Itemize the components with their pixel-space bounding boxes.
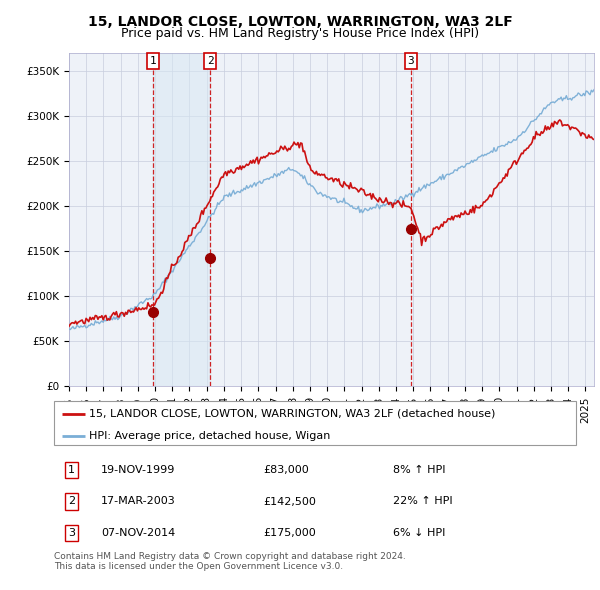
FancyBboxPatch shape (54, 401, 576, 445)
Text: 2: 2 (68, 497, 75, 506)
Text: 3: 3 (68, 528, 75, 538)
Bar (153, 53, 211, 386)
Text: 22% ↑ HPI: 22% ↑ HPI (394, 497, 453, 506)
Text: 17-MAR-2003: 17-MAR-2003 (101, 497, 176, 506)
Text: Price paid vs. HM Land Registry's House Price Index (HPI): Price paid vs. HM Land Registry's House … (121, 27, 479, 40)
Text: 15, LANDOR CLOSE, LOWTON, WARRINGTON, WA3 2LF: 15, LANDOR CLOSE, LOWTON, WARRINGTON, WA… (88, 15, 512, 29)
Text: 15, LANDOR CLOSE, LOWTON, WARRINGTON, WA3 2LF (detached house): 15, LANDOR CLOSE, LOWTON, WARRINGTON, WA… (89, 409, 496, 418)
Text: 1: 1 (149, 56, 157, 66)
Text: HPI: Average price, detached house, Wigan: HPI: Average price, detached house, Wiga… (89, 431, 331, 441)
Text: 19-NOV-1999: 19-NOV-1999 (101, 465, 175, 475)
Text: £142,500: £142,500 (263, 497, 316, 506)
Text: 3: 3 (407, 56, 414, 66)
Text: 07-NOV-2014: 07-NOV-2014 (101, 528, 175, 538)
Text: 8% ↑ HPI: 8% ↑ HPI (394, 465, 446, 475)
Text: 1: 1 (68, 465, 75, 475)
Text: 2: 2 (207, 56, 214, 66)
Text: £83,000: £83,000 (263, 465, 308, 475)
Text: £175,000: £175,000 (263, 528, 316, 538)
Text: Contains HM Land Registry data © Crown copyright and database right 2024.
This d: Contains HM Land Registry data © Crown c… (54, 552, 406, 571)
Text: 6% ↓ HPI: 6% ↓ HPI (394, 528, 446, 538)
